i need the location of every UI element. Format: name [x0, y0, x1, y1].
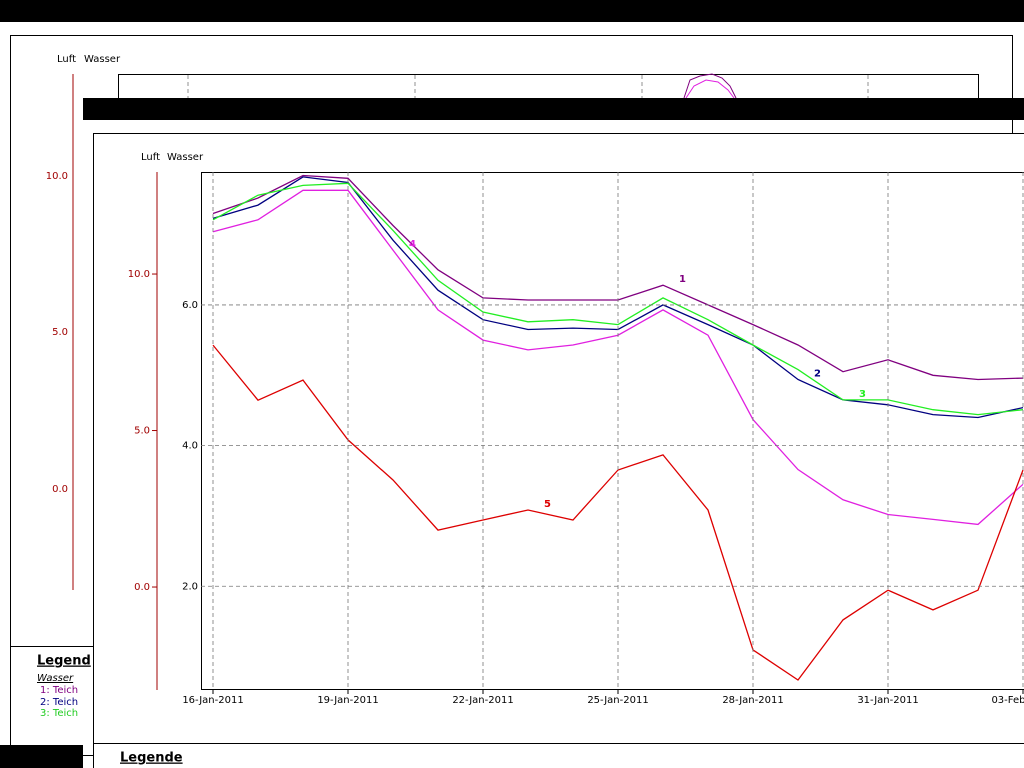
y2-tick-label: 6.0 [182, 300, 198, 311]
y-tick-label: 10.0 [128, 269, 150, 280]
x-tick-label: 31-Jan-2011 [857, 695, 918, 706]
bg-legend-item: 2: Teich [40, 697, 78, 708]
x-tick-label: 16-Jan-2011 [182, 695, 243, 706]
y-axis-label: Luft [141, 152, 160, 163]
title-bar [83, 98, 1024, 120]
bg-tick-label: 10.0 [46, 171, 68, 182]
top-bar [0, 0, 1024, 22]
series-label: 2 [814, 368, 821, 379]
bg-axis-label: Wasser [84, 54, 121, 65]
legend-title: Legende [120, 751, 183, 766]
y2-tick-label: 2.0 [182, 581, 198, 592]
bg-legend-title: Legend [37, 654, 91, 669]
x-tick-label: 25-Jan-2011 [587, 695, 648, 706]
chart-window [93, 133, 1024, 768]
y2-tick-label: 4.0 [182, 441, 198, 452]
series-label: 5 [544, 499, 551, 510]
x-tick-label: 22-Jan-2011 [452, 695, 513, 706]
bg-line [683, 73, 737, 99]
bg-tick-label: 0.0 [52, 484, 68, 495]
bg-legend-item: 1: Teich [40, 685, 78, 696]
series-label: 1 [679, 274, 686, 285]
plot-frame [201, 172, 1024, 690]
bg-line [685, 79, 735, 99]
bg-legend-item: 3: Teich [40, 708, 78, 719]
y-tick-label: 0.0 [134, 582, 150, 593]
bg-legend-subtitle: Wasser [37, 673, 74, 684]
y-tick-label: 5.0 [134, 426, 150, 437]
series-label: 3 [859, 389, 866, 400]
taskbar [0, 745, 83, 768]
x-tick-label: 19-Jan-2011 [317, 695, 378, 706]
y2-axis-label: Wasser [167, 152, 204, 163]
x-tick-label: 28-Jan-2011 [722, 695, 783, 706]
bg-axis-label: Luft [57, 54, 76, 65]
series-label: 4 [409, 239, 416, 250]
x-tick-label: 03-Feb-2011 [991, 695, 1024, 706]
bg-tick-label: 5.0 [52, 327, 68, 338]
